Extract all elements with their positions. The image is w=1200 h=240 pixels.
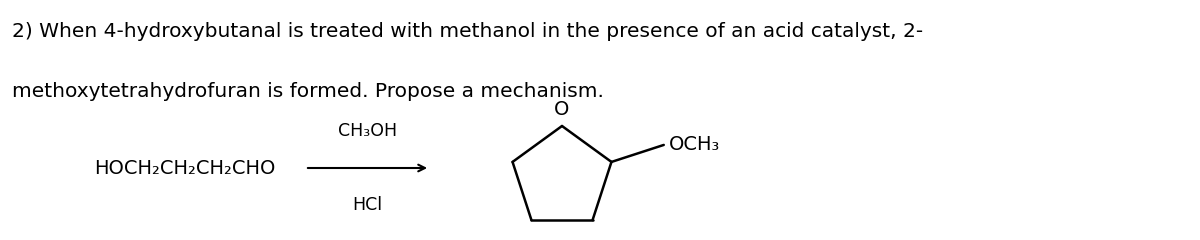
- Text: 2) When 4-hydroxybutanal is treated with methanol in the presence of an acid cat: 2) When 4-hydroxybutanal is treated with…: [12, 22, 923, 41]
- Text: HOCH₂CH₂CH₂CHO: HOCH₂CH₂CH₂CHO: [95, 158, 276, 178]
- Text: CH₃OH: CH₃OH: [338, 122, 397, 140]
- Text: OCH₃: OCH₃: [668, 135, 720, 154]
- Text: methoxytetrahydrofuran is formed. Propose a mechanism.: methoxytetrahydrofuran is formed. Propos…: [12, 82, 604, 101]
- Text: HCl: HCl: [353, 196, 383, 214]
- Text: O: O: [554, 100, 570, 119]
